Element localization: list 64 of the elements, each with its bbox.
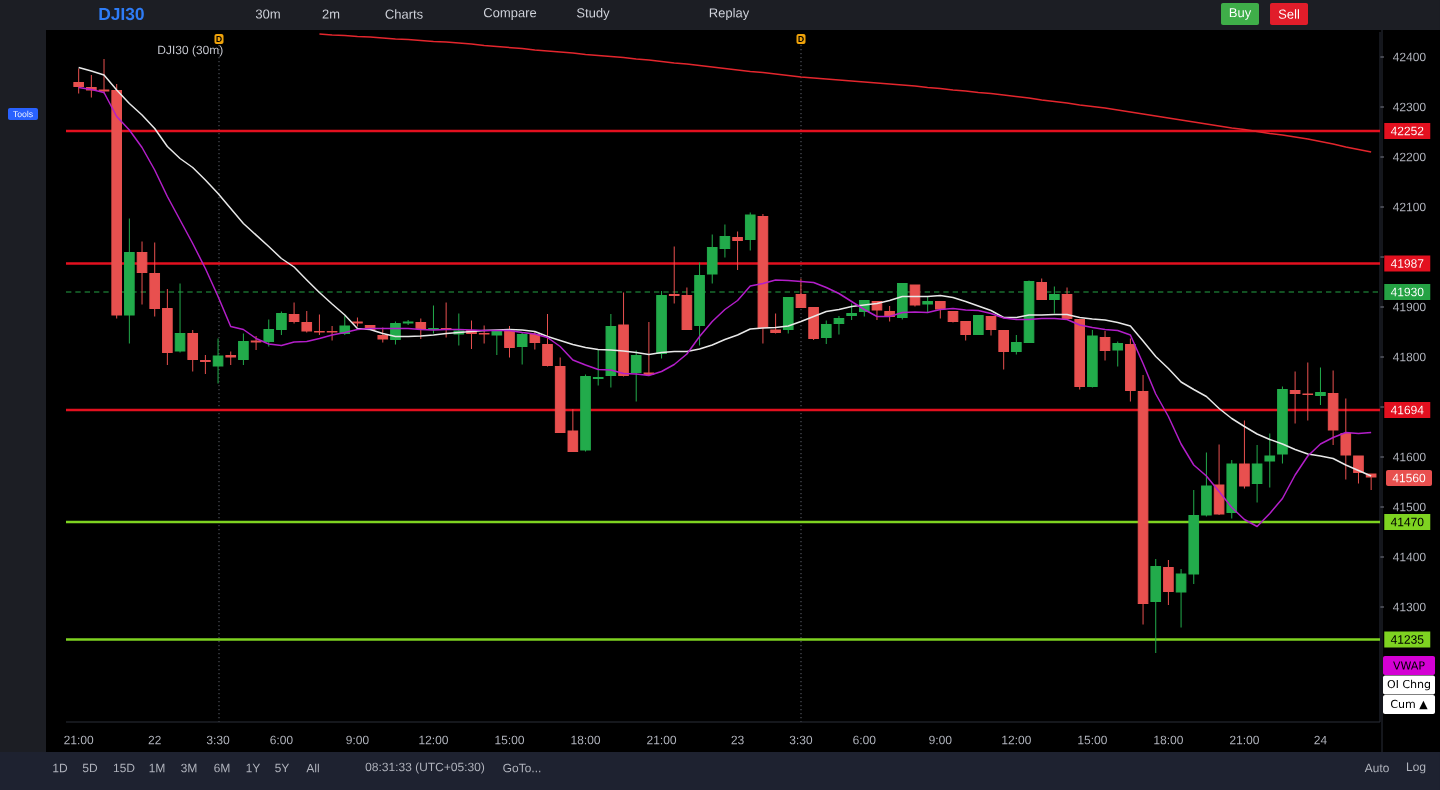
text: 41560 (1392, 473, 1426, 483)
text: Buy (1229, 8, 1252, 20)
text: Tools (13, 110, 33, 118)
ref-line-label: 41694 (1390, 405, 1424, 415)
text: 30m (255, 9, 280, 19)
ref-line-label: 41235 (1390, 635, 1424, 644)
y-tick-label: 41800 (1392, 352, 1426, 362)
x-tick-label: 15:00 (1078, 735, 1107, 745)
x-tick-label: 18:00 (571, 735, 601, 745)
x-tick-label: 21:00 (1230, 735, 1259, 745)
x-tick-label: 3:30 (206, 735, 230, 745)
y-tick-label: 41300 (1392, 602, 1426, 612)
text: Sell (1278, 9, 1299, 19)
x-tick-label: 22 (148, 735, 161, 745)
text: 15D (113, 763, 135, 773)
text: VWAP (1393, 661, 1425, 670)
x-tick-label: 21:00 (64, 735, 94, 745)
ref-line-label: 41930 (1390, 287, 1424, 297)
text: 6M (214, 763, 230, 773)
text: Compare (483, 8, 537, 20)
text: OI Chng (1387, 679, 1430, 691)
text: Study (576, 7, 610, 21)
chart-title: DJI30 (99, 7, 144, 21)
y-tick-label: 41900 (1392, 302, 1426, 312)
text: 5Y (275, 763, 290, 773)
x-tick-label: 18:00 (1154, 735, 1183, 745)
y-tick-label: 42100 (1392, 202, 1426, 212)
x-tick-label: 12:00 (1002, 735, 1031, 745)
y-tick-label: 41600 (1392, 452, 1426, 462)
text: 2m (322, 9, 340, 19)
x-tick-label: 6:00 (270, 735, 293, 745)
x-tick-label: 9:00 (346, 735, 369, 745)
y-tick-label: 41500 (1392, 502, 1426, 512)
annotation: D (798, 36, 804, 42)
text: Cum ▲ (1390, 699, 1428, 710)
ref-line-label: 42252 (1390, 126, 1424, 136)
ref-line-label: 41470 (1390, 517, 1424, 527)
y-tick-label: 42400 (1392, 52, 1426, 62)
x-tick-label: 15:00 (495, 735, 525, 745)
text: 1M (149, 763, 165, 773)
text: Charts (385, 9, 423, 19)
y-tick-label: 41400 (1392, 552, 1426, 562)
text: Log (1406, 762, 1426, 774)
text: DJI30 (30m) (158, 45, 223, 57)
y-tick-label: 42200 (1392, 152, 1426, 162)
y-tick-label: 42300 (1392, 102, 1426, 112)
text: 1D (53, 763, 68, 773)
x-tick-label: 3:30 (789, 735, 813, 745)
text: 5D (82, 763, 98, 773)
text: 08:31:33 (UTC+05:30) (365, 762, 485, 774)
text: 3M (181, 763, 197, 773)
x-tick-label: 9:00 (929, 735, 952, 745)
x-tick-label: 12:00 (419, 735, 449, 745)
text: 1Y (246, 763, 261, 773)
annotation: D (216, 36, 222, 42)
text: All (306, 763, 319, 773)
x-tick-label: 23 (731, 735, 744, 745)
text: Replay (709, 7, 750, 21)
x-tick-label: 24 (1314, 735, 1327, 745)
text: Auto (1364, 763, 1389, 773)
text: GoTo... (503, 763, 541, 773)
x-tick-label: 21:00 (647, 735, 677, 745)
x-tick-label: 6:00 (853, 735, 876, 745)
ref-line-label: 41987 (1390, 259, 1424, 268)
